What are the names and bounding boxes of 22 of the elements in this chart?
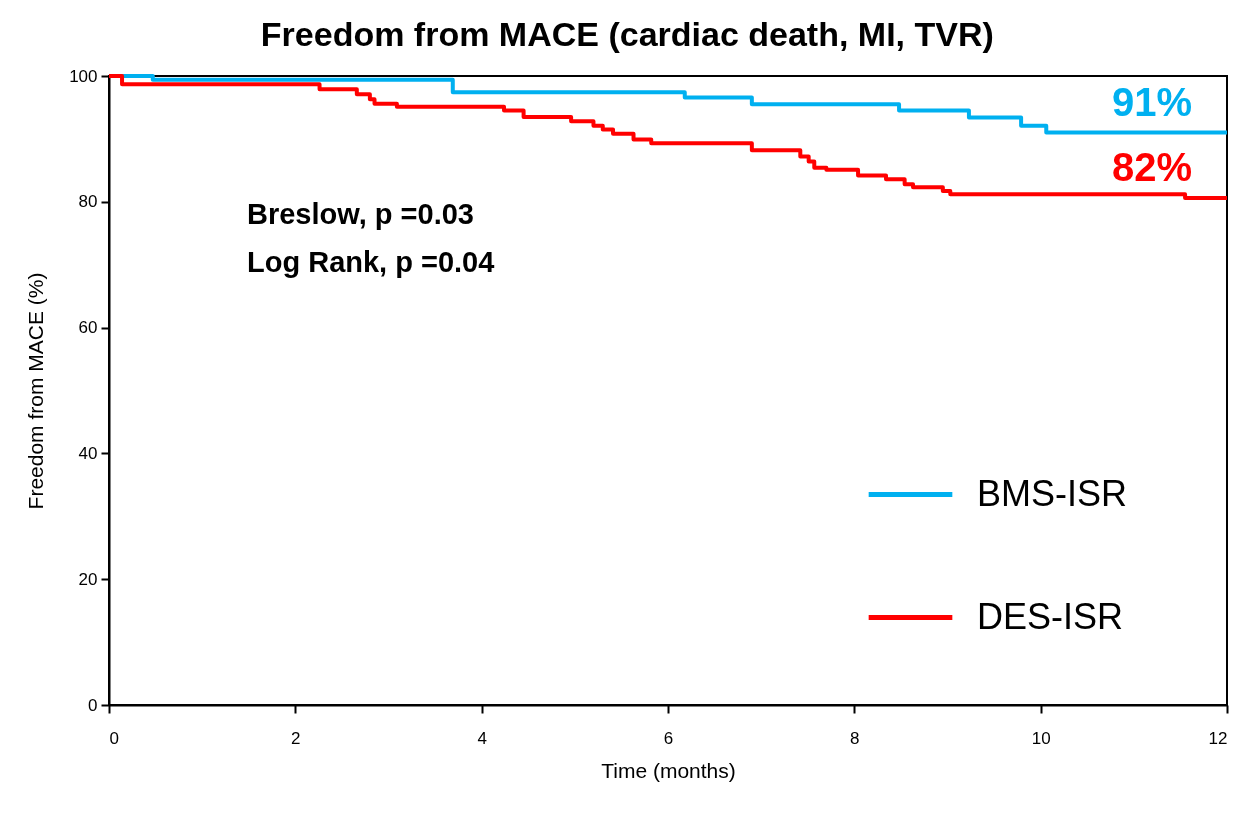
y-tick-label: 100 [69, 66, 98, 86]
chart-title: Freedom from MACE (cardiac death, MI, TVR) [260, 15, 994, 53]
y-tick-label: 80 [78, 192, 98, 212]
legend-label: BMS-ISR [977, 472, 1128, 514]
x-tick-label: 6 [663, 728, 674, 748]
y-tick-label: 40 [78, 443, 98, 463]
annotation: 91% [1111, 79, 1192, 124]
x-tick-label: 12 [1208, 728, 1228, 748]
y-axis-title: Freedom from MACE (%) [24, 272, 48, 510]
legend-label: DES-ISR [977, 595, 1124, 637]
annotation: 82% [1111, 145, 1192, 190]
x-tick-label: 8 [850, 728, 860, 748]
x-tick-label: 10 [1031, 728, 1051, 748]
y-tick-label: 20 [78, 569, 98, 589]
annotation: Log Rank, p =0.04 [247, 246, 495, 278]
y-tick-label: 60 [78, 318, 98, 338]
x-tick-label: 0 [109, 728, 119, 748]
x-axis-title: Time (months) [601, 758, 736, 782]
y-tick-label: 0 [88, 695, 98, 715]
x-tick-label: 4 [477, 728, 487, 748]
annotation: Breslow, p =0.03 [247, 198, 475, 230]
x-tick-label: 2 [291, 728, 301, 748]
